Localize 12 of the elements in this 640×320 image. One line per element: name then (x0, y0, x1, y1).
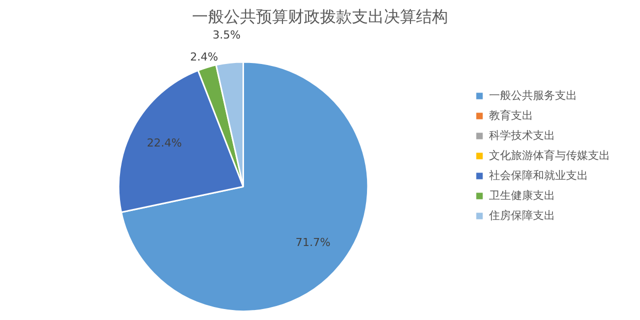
data-label: 22.4% (146, 136, 182, 150)
chart-title: 一般公共预算财政拨款支出决算结构 (192, 6, 448, 26)
legend-label: 住房保障支出 (489, 208, 555, 222)
legend-label: 社会保障和就业支出 (489, 168, 588, 182)
data-label: 71.7% (295, 236, 330, 250)
data-label: 2.4% (190, 50, 218, 64)
data-label: 3.5% (212, 28, 241, 42)
legend-label: 文化旅游体育与传媒支出 (489, 148, 610, 162)
legend-label: 科学技术支出 (489, 128, 555, 142)
legend-label: 教育支出 (489, 108, 533, 122)
legend-label: 卫生健康支出 (489, 188, 555, 202)
legend-label: 一般公共服务支出 (489, 88, 577, 102)
